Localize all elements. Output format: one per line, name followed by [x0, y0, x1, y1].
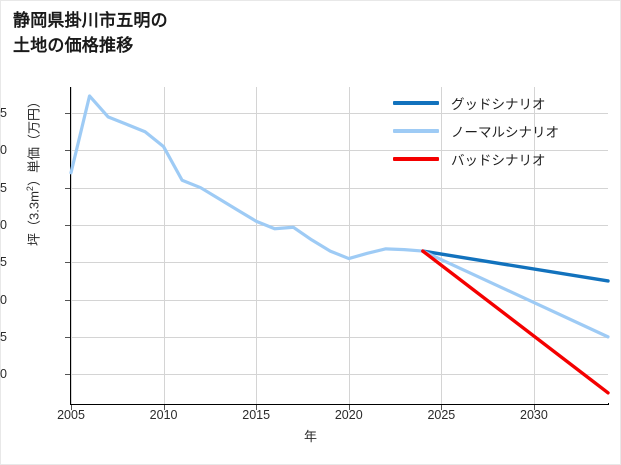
x-tick-label: 2025: [427, 408, 456, 422]
y-tick-mark: [65, 299, 70, 301]
y-tick-mark: [65, 224, 70, 226]
gridline-horizontal: [71, 374, 608, 376]
legend-label: バッドシナリオ: [451, 153, 546, 168]
x-tick-label: 2030: [520, 408, 548, 422]
gridline-vertical: [71, 87, 72, 404]
y-tick-mark: [65, 374, 70, 376]
chart-title: 静岡県掛川市五明の 土地の価格推移: [13, 11, 168, 55]
y-tick-label: 9.0: [0, 217, 7, 232]
y-tick-label: 7.0: [0, 367, 7, 382]
legend-swatch-icon: [393, 101, 439, 105]
gridline-vertical: [533, 87, 535, 404]
x-tick-label: 2010: [149, 408, 178, 422]
x-axis-line: [70, 403, 609, 405]
series-line-2: [421, 249, 610, 339]
gridline-horizontal: [71, 336, 608, 338]
gridline-vertical: [163, 87, 165, 404]
legend-item-1[interactable]: ノーマルシナリオ: [393, 117, 608, 145]
x-tick-label: 2015: [242, 408, 271, 422]
y-tick-mark: [65, 262, 70, 264]
y-tick-mark: [65, 336, 70, 338]
series-line-1: [421, 249, 610, 283]
plot-area: [69, 87, 610, 404]
series-line-3: [421, 249, 610, 395]
y-tick-label: 8.5: [0, 255, 7, 270]
x-axis-label: 年: [303, 429, 317, 444]
y-tick-label: 7.5: [0, 329, 7, 344]
x-tick-mark: [71, 405, 72, 410]
legend-item-0[interactable]: グッドシナリオ: [393, 89, 608, 117]
legend-item-2[interactable]: バッドシナリオ: [393, 145, 608, 173]
y-tick-label: 10.5: [0, 106, 7, 121]
gridline-horizontal: [71, 262, 608, 264]
gridline-horizontal: [71, 299, 608, 301]
x-tick-mark: [348, 405, 350, 410]
x-tick-label: 2005: [57, 408, 85, 422]
gridline-horizontal: [71, 113, 608, 115]
y-tick-label: 8.0: [0, 292, 7, 307]
y-tick-mark: [65, 187, 70, 189]
legend-swatch-icon: [393, 129, 439, 133]
y-axis-label: 坪（3.3m2）単価（万円）: [25, 95, 42, 246]
legend-label: グッドシナリオ: [451, 97, 546, 112]
gridline-vertical: [256, 87, 258, 404]
y-tick-label: 10.0: [0, 143, 7, 158]
x-tick-label: 2020: [334, 408, 363, 422]
x-tick-mark: [441, 405, 443, 410]
gridline-horizontal: [71, 150, 608, 152]
gridline-horizontal: [71, 224, 608, 226]
gridline-vertical: [348, 87, 350, 404]
gridline-horizontal: [71, 187, 608, 189]
chart-legend: グッドシナリオ ノーマルシナリオ バッドシナリオ: [393, 89, 608, 173]
data-lines: [69, 94, 610, 395]
x-tick-mark: [533, 405, 535, 410]
x-tick-mark: [163, 405, 165, 410]
gridline-vertical: [441, 87, 443, 404]
legend-swatch-icon: [393, 157, 439, 161]
legend-label: ノーマルシナリオ: [451, 125, 559, 140]
series-line-0: [69, 94, 425, 261]
y-tick-mark: [65, 113, 70, 115]
y-tick-label: 9.5: [0, 180, 7, 195]
x-tick-mark: [256, 405, 258, 410]
plot-background: [71, 87, 608, 404]
y-tick-mark: [65, 150, 70, 152]
